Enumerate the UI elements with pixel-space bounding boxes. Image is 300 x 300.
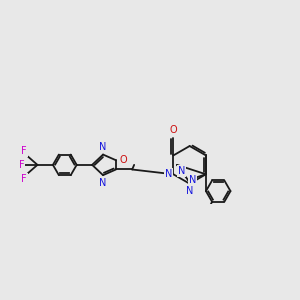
Text: N: N <box>189 175 196 185</box>
Text: N: N <box>99 178 107 188</box>
Text: F: F <box>19 160 24 170</box>
Text: F: F <box>21 174 27 184</box>
Text: O: O <box>119 155 127 165</box>
Text: F: F <box>21 146 27 156</box>
Text: N: N <box>178 166 185 176</box>
Text: O: O <box>169 125 177 135</box>
Text: N: N <box>99 142 107 152</box>
Text: N: N <box>186 186 193 196</box>
Text: N: N <box>165 169 172 179</box>
